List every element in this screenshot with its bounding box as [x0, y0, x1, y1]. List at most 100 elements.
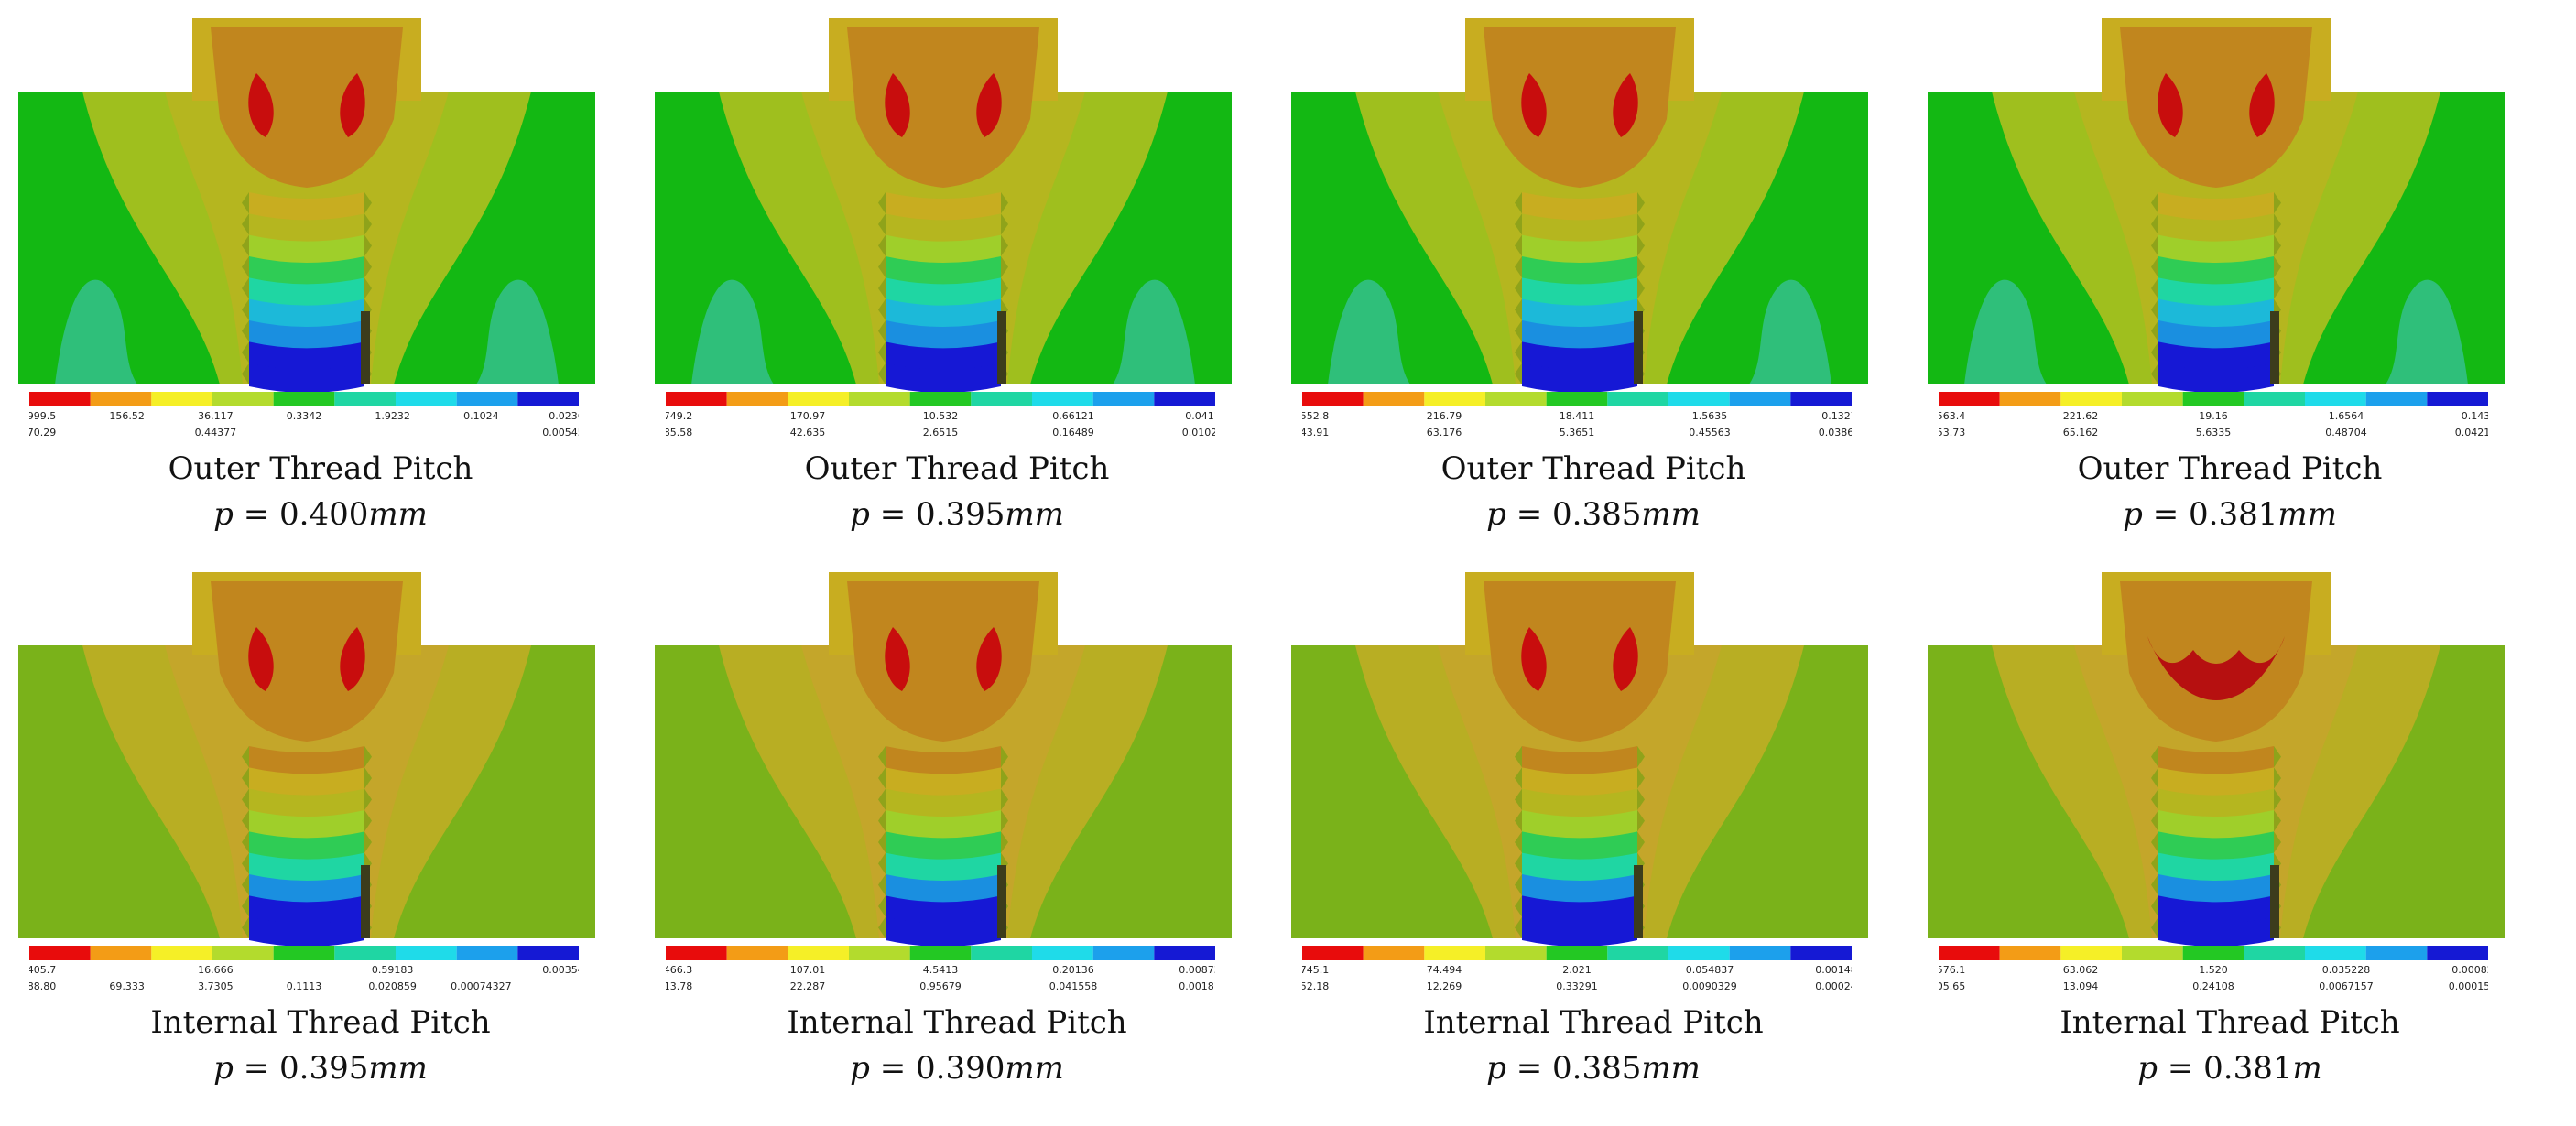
equals-sign: = — [233, 496, 280, 533]
panel-internal-0395: 2405.7 16.666 0.59183 0.0035485 488.80 69.333… — [9, 563, 632, 1123]
legend-tick-label: 0.33291 — [1556, 980, 1598, 992]
thread-tooth — [364, 831, 372, 853]
thread-band — [2158, 874, 2274, 904]
legend-swatch — [1154, 946, 1215, 960]
thread-band — [2158, 341, 2274, 372]
thread-tooth — [2274, 831, 2281, 853]
legend-swatch — [726, 946, 788, 960]
legend-swatch — [1302, 946, 1364, 960]
max-stress-left — [248, 627, 274, 691]
max-stress-right — [976, 73, 1002, 137]
pitch-value: 0.390 — [916, 1050, 1005, 1087]
legend-swatch — [1668, 392, 1730, 406]
legend-swatch — [2427, 946, 2488, 960]
legend-swatch — [1729, 946, 1791, 960]
legend-swatch — [456, 946, 518, 960]
pitch-unit: mm — [1641, 1050, 1701, 1087]
color-legend: 2466.3 107.01 4.5413 0.20136 0.0087346 513.78… — [666, 946, 1215, 992]
legend-tick-label: 5.6335 — [2196, 427, 2232, 438]
legend-swatch — [1363, 392, 1425, 406]
panel-outer-0395: 2749.2 170.97 10.532 0.66121 0.04112 685.58 42… — [646, 9, 1268, 569]
legend-tick-label: 2745.1 — [1302, 964, 1329, 976]
legend-tick-label: 2.6515 — [923, 427, 959, 438]
panel-title: Internal Thread Pitch — [2060, 1004, 2400, 1041]
thread-band — [2158, 852, 2274, 882]
thread-tooth — [2151, 788, 2158, 810]
max-stress-right — [340, 73, 365, 137]
legend-tick-label: 0.48704 — [2325, 427, 2367, 438]
panel-internal-0381: 2576.1 63.062 1.520 0.035228 0.0008225 405.65… — [1918, 563, 2541, 1123]
legend-tick-label: 221.62 — [2063, 410, 2099, 422]
thread-tooth — [1001, 831, 1008, 853]
legend-tick-label: 63.062 — [2063, 964, 2099, 976]
legend-tick-label: 0.020859 — [368, 980, 417, 992]
legend-swatch — [396, 946, 457, 960]
thread-tooth — [242, 277, 249, 299]
thread-tooth — [1001, 746, 1008, 768]
legend-swatch — [334, 392, 396, 406]
thread-band — [886, 895, 1001, 926]
low-stress-left — [1328, 279, 1410, 384]
thread-band — [249, 363, 364, 393]
legend-tick-label: 0.038694 — [1819, 427, 1852, 438]
panel-internal-0390: 2466.3 107.01 4.5413 0.20136 0.0087346 513.78… — [646, 563, 1268, 1123]
thread-tooth — [364, 213, 372, 235]
legend-tick-label: 12.269 — [1427, 980, 1462, 992]
thread-band — [1522, 895, 1637, 926]
legend-swatch — [788, 946, 849, 960]
thread-band — [249, 788, 364, 818]
legend-tick-label: 0.44377 — [195, 427, 236, 438]
shaft-edge — [361, 311, 370, 384]
head-core — [1484, 27, 1676, 188]
shaft-edge — [2270, 865, 2279, 938]
thread-tooth — [878, 746, 886, 768]
thread-tooth — [242, 916, 249, 938]
thread-tooth — [364, 810, 372, 832]
legend-tick-label: 0.59183 — [372, 964, 414, 976]
max-stress-right — [340, 627, 365, 691]
legend-swatch — [1485, 946, 1547, 960]
legend-tick-label: 0.00074327 — [451, 980, 511, 992]
thread-band — [886, 767, 1001, 797]
head-core — [211, 27, 403, 188]
legend-tick-label: 19.16 — [2199, 410, 2228, 422]
thread-band — [2158, 767, 2274, 797]
pitch-unit: mm — [2277, 496, 2337, 533]
thread-tooth — [242, 320, 249, 342]
legend-tick-label: 0.0014879 — [1815, 964, 1852, 976]
thread-tooth — [242, 341, 249, 363]
legend-tick-label: 0.95679 — [919, 980, 962, 992]
legend-swatch — [456, 392, 518, 406]
legend-swatch — [1999, 392, 2061, 406]
thread-tooth — [1515, 810, 1522, 832]
thread-band — [1522, 746, 1637, 776]
legend-swatch — [1546, 392, 1608, 406]
max-stress-left — [2158, 73, 2183, 137]
thread-tooth — [1515, 746, 1522, 768]
thread-tooth — [1515, 831, 1522, 853]
legend-tick-label: 0.0018152 — [1179, 980, 1215, 992]
thread-band — [886, 852, 1001, 882]
thread-tooth — [1515, 298, 1522, 320]
legend-tick-label: 0.0090329 — [1682, 980, 1737, 992]
legend-swatch — [1939, 946, 2000, 960]
thread-tooth — [364, 192, 372, 214]
thread-tooth — [2151, 895, 2158, 917]
thread-tooth — [364, 256, 372, 278]
thread-tooth — [1637, 192, 1645, 214]
thread-tooth — [1515, 213, 1522, 235]
thread-tooth — [1515, 895, 1522, 917]
thread-tooth — [242, 234, 249, 256]
thread-band — [886, 341, 1001, 372]
low-stress-right — [1113, 279, 1195, 384]
thread-band — [249, 831, 364, 861]
legend-swatch — [2365, 392, 2428, 406]
legend-tick-label: 743.91 — [1302, 427, 1329, 438]
thread-tooth — [1515, 277, 1522, 299]
legend-swatch — [2365, 946, 2428, 960]
legend-swatch — [1424, 392, 1485, 406]
thread-tooth — [2151, 363, 2158, 384]
thread-band — [886, 256, 1001, 287]
legend-tick-label: 685.58 — [666, 427, 692, 438]
thread-tooth — [242, 895, 249, 917]
